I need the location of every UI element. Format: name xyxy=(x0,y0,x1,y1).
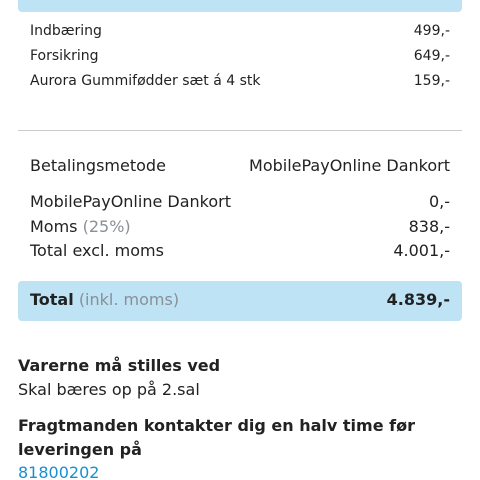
summary-name: Total excl. moms xyxy=(30,241,164,260)
divider xyxy=(18,130,462,131)
total-row: Total (inkl. moms) 4.839,- xyxy=(30,290,450,309)
summary-row: Moms (25%) 838,- xyxy=(30,217,450,236)
contact-heading: leveringen på xyxy=(18,440,142,459)
summary-name: Moms xyxy=(30,217,78,236)
total-label: Total xyxy=(30,290,74,309)
summary-price: 0,- xyxy=(428,192,450,211)
summary-note: (25%) xyxy=(82,217,131,236)
summary-name: MobilePayOnline Dankort xyxy=(30,192,231,211)
delivery-heading: Varerne må stilles ved xyxy=(18,356,221,375)
payment-label: Betalingsmetode xyxy=(30,156,166,175)
summary-price: 838,- xyxy=(408,217,450,236)
total-price: 4.839,- xyxy=(386,290,450,309)
contact-heading: Fragtmanden kontakter dig en halv time f… xyxy=(18,416,415,435)
summary-row: Total excl. moms 4.001,- xyxy=(30,241,450,260)
top-box xyxy=(18,0,462,12)
item-row: Indbæring 499,- xyxy=(30,23,450,39)
total-label-group: Total (inkl. moms) xyxy=(30,290,179,309)
summary-price: 4.001,- xyxy=(393,241,450,260)
delivery-text: Skal bæres op på 2.sal xyxy=(18,380,200,399)
item-price: 159,- xyxy=(413,73,450,89)
item-row: Forsikring 649,- xyxy=(30,48,450,64)
total-box xyxy=(18,281,462,321)
item-price: 499,- xyxy=(413,23,450,39)
payment-method: MobilePayOnline Dankort xyxy=(249,156,450,175)
item-name: Indbæring xyxy=(30,23,102,39)
summary-row: MobilePayOnline Dankort 0,- xyxy=(30,192,450,211)
item-name: Forsikring xyxy=(30,48,99,64)
total-note: (inkl. moms) xyxy=(78,290,180,309)
phone-link[interactable]: 81800202 xyxy=(18,463,100,480)
summary-label: Moms (25%) xyxy=(30,217,131,236)
payment-row: Betalingsmetode MobilePayOnline Dankort xyxy=(30,156,450,175)
item-name: Aurora Gummifødder sæt á 4 stk xyxy=(30,73,261,89)
item-row: Aurora Gummifødder sæt á 4 stk 159,- xyxy=(30,73,450,89)
item-price: 649,- xyxy=(413,48,450,64)
